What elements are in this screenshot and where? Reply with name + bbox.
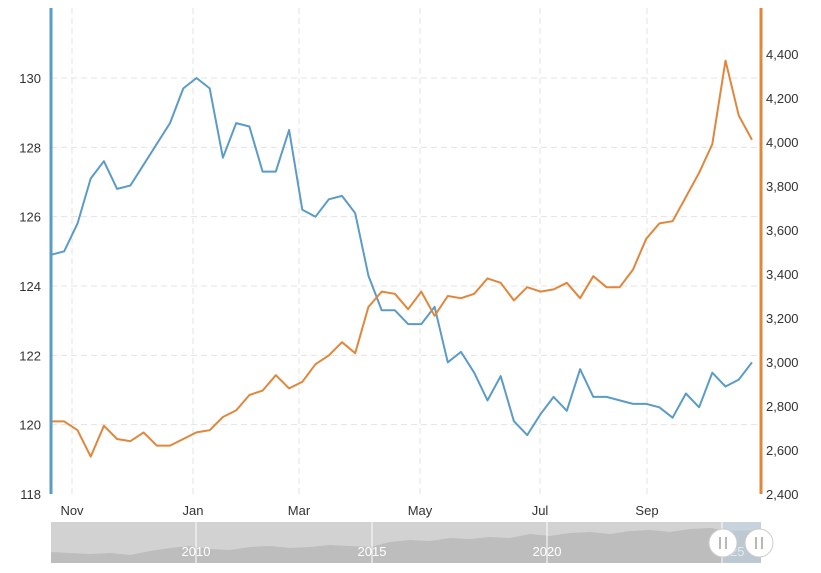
navigator-year-label: 2010: [182, 544, 211, 559]
left-axis-series-line: [50, 77, 753, 437]
navigator-right-handle[interactable]: [744, 528, 774, 558]
x-axis-tick-label: Nov: [60, 503, 84, 518]
x-axis-tick-label: Jul: [532, 503, 549, 518]
vertical-gridlines: [71, 8, 648, 494]
right-axis-tick-label: 2,600: [766, 443, 799, 458]
left-axis-tick-label: 120: [19, 418, 41, 433]
x-axis-tick-label: Mar: [288, 503, 311, 518]
left-axis-tick-label: 128: [19, 140, 41, 155]
left-axis-tick-label: 126: [19, 210, 41, 225]
horizontal-gridlines: [51, 77, 761, 426]
left-axis-tick-labels: 118 120 122 124 126 128 130: [19, 71, 41, 502]
right-axis-tick-label: 4,000: [766, 135, 799, 150]
left-axis-tick-label: 130: [19, 71, 41, 86]
x-axis-tick-label: Jan: [183, 503, 204, 518]
navigator-series-area: [51, 528, 761, 563]
x-axis-tick-labels: Nov Jan Mar May Jul Sep: [60, 503, 658, 518]
right-axis-tick-label: 3,400: [766, 267, 799, 282]
left-axis-tick-label: 122: [19, 348, 41, 363]
navigator-year-label: 2020: [533, 544, 562, 559]
right-axis-tick-label: 4,400: [766, 47, 799, 62]
right-axis-tick-label: 3,000: [766, 355, 799, 370]
right-axis-tick-label: 3,800: [766, 179, 799, 194]
right-axis-tick-label: 4,200: [766, 91, 799, 106]
right-axis-series-line: [51, 59, 753, 458]
right-axis-tick-labels: 2,400 2,600 2,800 3,000 3,200 3,400 3,600 3,800…: [766, 47, 799, 502]
x-axis-tick-label: Sep: [635, 503, 658, 518]
left-axis-tick-label: 118: [20, 487, 41, 502]
navigator-left-handle[interactable]: [708, 528, 738, 558]
right-axis-tick-label: 2,800: [766, 399, 799, 414]
right-axis-tick-label: 3,600: [766, 223, 799, 238]
navigator-year-label: 2015: [358, 544, 387, 559]
left-axis-tick-label: 124: [19, 279, 41, 294]
right-axis-tick-label: 2,400: [766, 487, 799, 502]
range-navigator[interactable]: 2010 2015 2020 '25: [51, 522, 774, 563]
x-axis-tick-label: May: [408, 503, 433, 518]
series-layer: [50, 59, 753, 458]
right-axis-tick-label: 3,200: [766, 311, 799, 326]
